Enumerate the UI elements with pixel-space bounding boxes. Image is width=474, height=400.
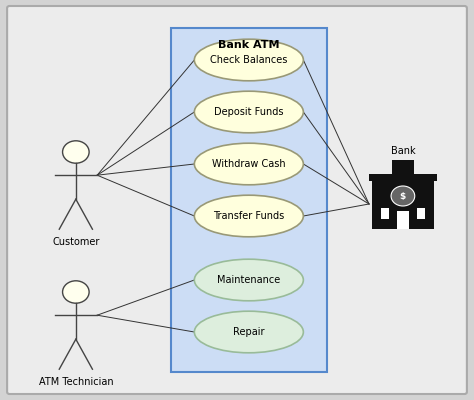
FancyBboxPatch shape	[372, 181, 434, 229]
Text: Transfer Funds: Transfer Funds	[213, 211, 284, 221]
Ellipse shape	[194, 91, 303, 133]
FancyBboxPatch shape	[417, 208, 425, 219]
Text: ATM Technician: ATM Technician	[38, 377, 113, 387]
Circle shape	[63, 141, 89, 163]
Text: Customer: Customer	[52, 237, 100, 247]
Text: Withdraw Cash: Withdraw Cash	[212, 159, 286, 169]
FancyBboxPatch shape	[381, 208, 389, 219]
Ellipse shape	[194, 39, 303, 81]
Ellipse shape	[194, 311, 303, 353]
Circle shape	[391, 186, 415, 206]
FancyBboxPatch shape	[369, 174, 437, 181]
FancyBboxPatch shape	[7, 6, 467, 394]
Text: Check Balances: Check Balances	[210, 55, 288, 65]
Ellipse shape	[194, 195, 303, 237]
Circle shape	[63, 281, 89, 303]
Ellipse shape	[194, 259, 303, 301]
Text: Bank ATM: Bank ATM	[218, 40, 280, 50]
FancyBboxPatch shape	[392, 160, 414, 174]
Text: Deposit Funds: Deposit Funds	[214, 107, 283, 117]
Ellipse shape	[194, 143, 303, 185]
Text: Bank: Bank	[391, 146, 415, 156]
Text: Repair: Repair	[233, 327, 264, 337]
Text: $: $	[400, 192, 406, 200]
Text: Maintenance: Maintenance	[217, 275, 281, 285]
FancyBboxPatch shape	[171, 28, 327, 372]
FancyBboxPatch shape	[397, 211, 409, 229]
